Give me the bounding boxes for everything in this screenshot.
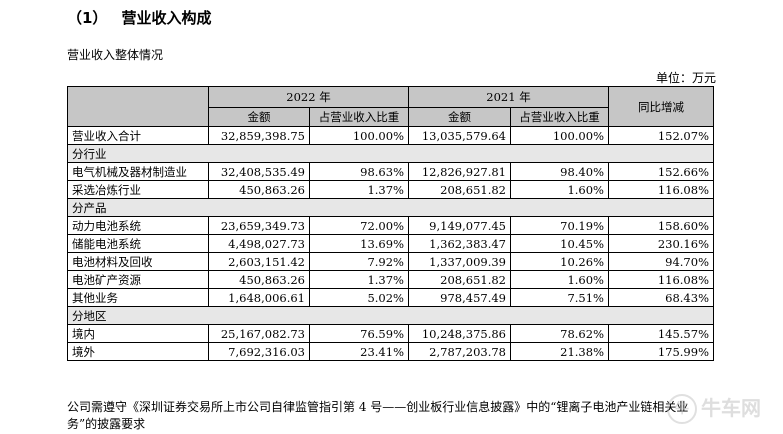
yoy-cell: 230.16%: [608, 234, 714, 253]
share-2021-cell: 10.45%: [510, 234, 609, 253]
table-subtitle: 营业收入整体情况: [67, 48, 164, 62]
share-2021-cell: 7.51%: [510, 288, 609, 307]
yoy-cell: 175.99%: [608, 342, 714, 361]
amount-2021-cell: 208,651.82: [408, 270, 511, 289]
footer-note: 公司需遵守《深圳证券交易所上市公司自律监管指引第 4 号——创业板行业信息披露》…: [67, 400, 689, 431]
share-2022-cell: 98.63%: [309, 162, 409, 181]
amount-2021-cell: 10,248,375.86: [408, 324, 511, 343]
header-amount-2022: 金额: [208, 107, 310, 127]
share-2021-cell: 100.00%: [510, 126, 609, 145]
table-body: 营业收入合计 32,859,398.75 100.00% 13,035,579.64 1…: [67, 126, 714, 361]
header-share-2022: 占营业收入比重: [309, 107, 409, 127]
row-label: 采选冶炼行业: [67, 180, 209, 199]
amount-2021-cell: 208,651.82: [408, 180, 511, 199]
revenue-table: 2022 年 2021 年 同比增减 金额 占营业收入比重 金额 占营业收入比重…: [67, 86, 714, 361]
yoy-cell: 145.57%: [608, 324, 714, 343]
amount-2021-cell: 1,337,009.39: [408, 252, 511, 271]
share-2022-cell: 1.37%: [309, 180, 409, 199]
row-label: 储能电池系统: [67, 234, 209, 253]
table-row: 电池矿产资源 450,863.26 1.37% 208,651.82 1.60% 116.…: [67, 270, 714, 289]
yoy-cell: 68.43%: [608, 288, 714, 307]
share-2021-cell: 98.40%: [510, 162, 609, 181]
share-2021-cell: 70.19%: [510, 216, 609, 235]
share-2022-cell: 7.92%: [309, 252, 409, 271]
amount-2022-cell: 25,167,082.73: [208, 324, 310, 343]
share-2022-cell: 23.41%: [309, 342, 409, 361]
amount-2021-cell: 978,457.49: [408, 288, 511, 307]
table-row: 营业收入合计 32,859,398.75 100.00% 13,035,579.64 1…: [67, 126, 714, 145]
amount-2021-cell: 12,826,927.81: [408, 162, 511, 181]
share-2022-cell: 1.37%: [309, 270, 409, 289]
section-label: 分行业: [67, 144, 714, 163]
header-year-2022: 2022 年: [208, 86, 409, 108]
yoy-cell: 94.70%: [608, 252, 714, 271]
section-label: 分产品: [67, 198, 714, 217]
section-label: 分地区: [67, 306, 714, 325]
row-label: 营业收入合计: [67, 126, 209, 145]
share-2021-cell: 78.62%: [510, 324, 609, 343]
section-title: 营业收入构成: [121, 9, 212, 27]
watermark-text: 牛车网: [701, 396, 761, 420]
amount-2022-cell: 1,648,006.61: [208, 288, 310, 307]
share-2022-cell: 72.00%: [309, 216, 409, 235]
row-label: 境外: [67, 342, 209, 361]
table-row: 储能电池系统 4,498,027.73 13.69% 1,362,383.47 10.4…: [67, 234, 714, 253]
section-heading: （1） 营业收入构成: [67, 7, 211, 28]
row-label: 电池矿产资源: [67, 270, 209, 289]
table-row: 电池材料及回收 2,603,151.42 7.92% 1,337,009.39 10.2…: [67, 252, 714, 271]
amount-2022-cell: 7,692,316.03: [208, 342, 310, 361]
watermark-circle-icon: 牛: [667, 394, 697, 424]
share-2022-cell: 76.59%: [309, 324, 409, 343]
watermark-logo: 牛 牛车网: [667, 388, 773, 428]
header-amount-2021: 金额: [408, 107, 511, 127]
header-blank: [67, 86, 209, 127]
amount-2021-cell: 1,362,383.47: [408, 234, 511, 253]
header-year-2021: 2021 年: [408, 86, 609, 108]
share-2021-cell: 1.60%: [510, 180, 609, 199]
table-row: 其他业务 1,648,006.61 5.02% 978,457.49 7.51% 68.4…: [67, 288, 714, 307]
table-row: 境外 7,692,316.03 23.41% 2,787,203.78 21.38% 17…: [67, 342, 714, 361]
section-row: 分行业: [67, 144, 714, 163]
amount-2021-cell: 13,035,579.64: [408, 126, 511, 145]
amount-2022-cell: 450,863.26: [208, 270, 310, 289]
row-label: 电气机械及器材制造业: [67, 162, 209, 181]
row-label: 动力电池系统: [67, 216, 209, 235]
amount-2022-cell: 4,498,027.73: [208, 234, 310, 253]
table-row: 电气机械及器材制造业 32,408,535.49 98.63% 12,826,927.…: [67, 162, 714, 181]
yoy-cell: 116.08%: [608, 270, 714, 289]
yoy-cell: 158.60%: [608, 216, 714, 235]
yoy-cell: 116.08%: [608, 180, 714, 199]
share-2022-cell: 5.02%: [309, 288, 409, 307]
row-label: 其他业务: [67, 288, 209, 307]
amount-2022-cell: 32,859,398.75: [208, 126, 310, 145]
share-2021-cell: 10.26%: [510, 252, 609, 271]
section-number: （1）: [67, 9, 108, 27]
share-2022-cell: 100.00%: [309, 126, 409, 145]
table-row: 采选冶炼行业 450,863.26 1.37% 208,651.82 1.60% 116.…: [67, 180, 714, 199]
amount-2021-cell: 2,787,203.78: [408, 342, 511, 361]
share-2022-cell: 13.69%: [309, 234, 409, 253]
amount-2022-cell: 32,408,535.49: [208, 162, 310, 181]
table-row: 动力电池系统 23,659,349.73 72.00% 9,149,077.45 70.…: [67, 216, 714, 235]
row-label: 电池材料及回收: [67, 252, 209, 271]
yoy-cell: 152.07%: [608, 126, 714, 145]
amount-2021-cell: 9,149,077.45: [408, 216, 511, 235]
header-share-2021: 占营业收入比重: [510, 107, 609, 127]
amount-2022-cell: 2,603,151.42: [208, 252, 310, 271]
share-2021-cell: 21.38%: [510, 342, 609, 361]
table-row: 境内 25,167,082.73 76.59% 10,248,375.86 78.62%…: [67, 324, 714, 343]
unit-label: 单位：万元: [655, 71, 716, 85]
row-label: 境内: [67, 324, 209, 343]
yoy-cell: 152.66%: [608, 162, 714, 181]
header-yoy: 同比增减: [608, 86, 714, 127]
amount-2022-cell: 23,659,349.73: [208, 216, 310, 235]
section-row: 分产品: [67, 198, 714, 217]
section-row: 分地区: [67, 306, 714, 325]
share-2021-cell: 1.60%: [510, 270, 609, 289]
amount-2022-cell: 450,863.26: [208, 180, 310, 199]
